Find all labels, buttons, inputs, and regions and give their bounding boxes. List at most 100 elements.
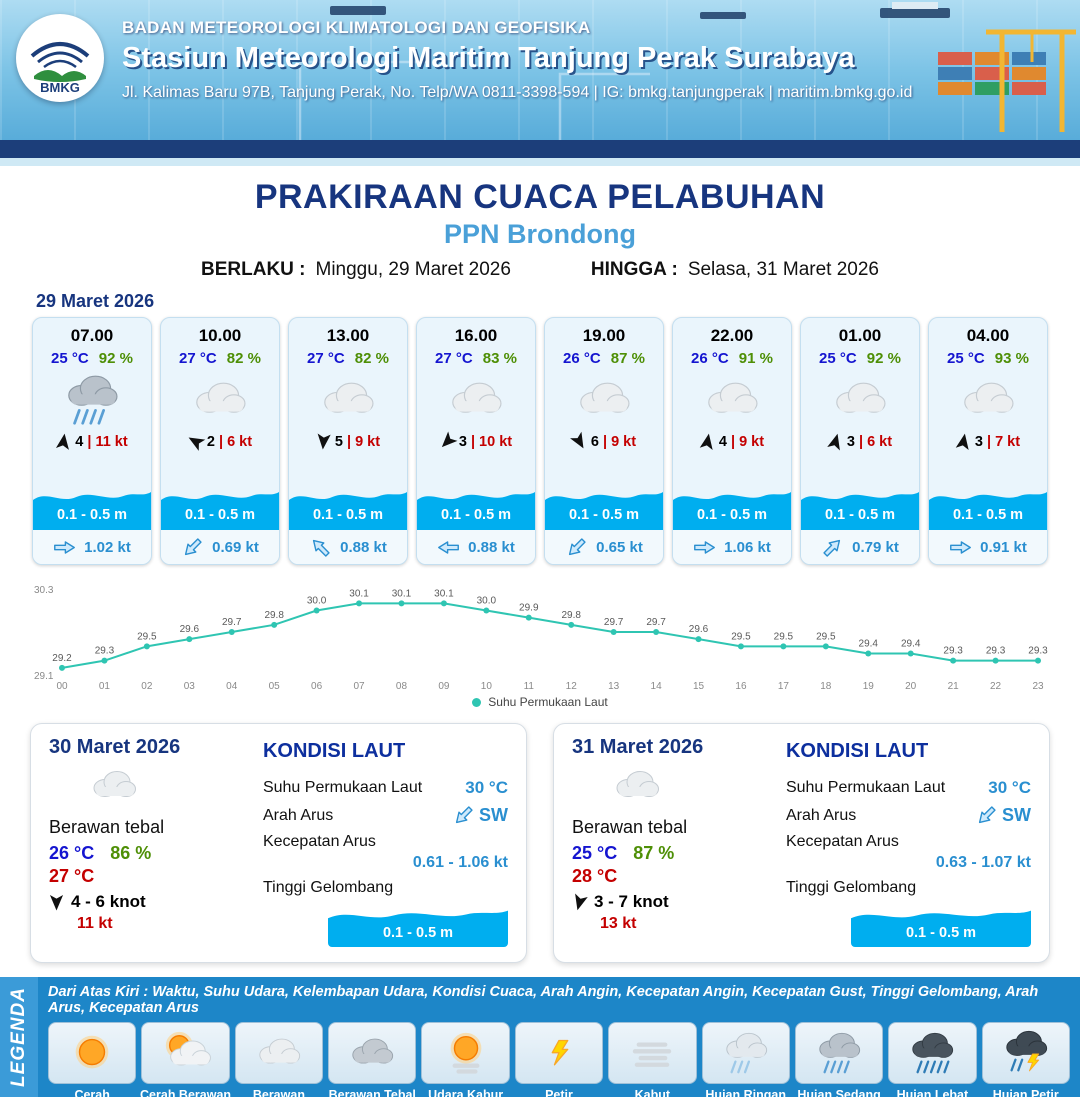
- temperature: 27 °C: [179, 350, 217, 367]
- weather-icon: [953, 369, 1023, 431]
- sun-cloud-icon: [141, 1022, 230, 1084]
- current-speed: 0.91 kt: [980, 538, 1027, 556]
- wind-separator: |: [987, 433, 992, 450]
- wind-direction-icon: [570, 892, 589, 912]
- legend-item-label: Hujan Petir: [992, 1088, 1059, 1102]
- wave-height-band: 0.1 - 0.5 m: [161, 484, 279, 530]
- svg-text:29.3: 29.3: [986, 646, 1006, 657]
- wind-range: 3 - 7 knot: [594, 892, 669, 911]
- svg-text:29.7: 29.7: [604, 617, 624, 628]
- humidity: 82 %: [226, 350, 261, 367]
- current-speed-value: 0.61 - 1.06 kt: [412, 854, 508, 871]
- current-row: 0.88 kt: [417, 530, 535, 564]
- wave-height-value: 0.1 - 0.5 m: [382, 925, 454, 941]
- wind-separator: |: [859, 433, 864, 450]
- legend-note: Dari Atas Kiri : Waktu, Suhu Udara, Kele…: [48, 984, 1039, 1016]
- wind-separator: |: [603, 433, 608, 450]
- bmkg-emblem-icon: BMKG: [30, 42, 90, 94]
- current-direction-label: Arah Arus: [262, 806, 334, 824]
- port-name: PPN Brondong: [444, 219, 636, 249]
- svg-text:01: 01: [99, 681, 111, 692]
- humidity: 86 %: [110, 843, 152, 863]
- berlaku-value: Minggu, 29 Maret 2026: [315, 259, 511, 280]
- wave-height-label: Tinggi Gelombang: [785, 879, 917, 896]
- weather-icon: [83, 761, 251, 813]
- fog-icon: [608, 1022, 697, 1084]
- wave-height-value: 0.1 - 0.5 m: [440, 507, 512, 523]
- wind-separator: |: [87, 433, 92, 450]
- svg-text:16: 16: [735, 681, 747, 692]
- time-label: 13.00: [326, 326, 370, 345]
- svg-text:29.3: 29.3: [1028, 646, 1048, 657]
- current-row: 1.06 kt: [673, 530, 791, 564]
- current-direction-icon: [307, 534, 334, 561]
- station-address: Jl. Kalimas Baru 97B, Tanjung Perak, No.…: [122, 84, 913, 101]
- header-bottom-band: [0, 140, 1080, 158]
- wind-separator: |: [219, 433, 224, 450]
- wind-separator: |: [731, 433, 736, 450]
- sst-chart-section: 30.3 29.1 29.2 00 29.3 01 29.5 02 29.6 03 29.7 04 29…: [28, 575, 1052, 709]
- svg-text:30.0: 30.0: [477, 596, 497, 607]
- wave-height-value: 0.1 - 0.5 m: [568, 507, 640, 523]
- wave-height-band: 0.1 - 0.5 m: [328, 903, 508, 947]
- svg-text:00: 00: [56, 681, 68, 692]
- wave-height-label: Tinggi Gelombang: [262, 879, 394, 896]
- wind-speed: 6 kt: [227, 433, 253, 450]
- wind-direction-icon: [55, 432, 72, 451]
- wind-direction-icon: [826, 431, 845, 451]
- svg-text:09: 09: [438, 681, 450, 692]
- wind-force: 4: [718, 433, 727, 450]
- humidity: 87 %: [633, 843, 675, 863]
- bmkg-logo: BMKG: [16, 14, 104, 102]
- humidity: 92 %: [98, 350, 133, 367]
- svg-text:29.8: 29.8: [264, 610, 284, 621]
- wave-height-band: 0.1 - 0.5 m: [33, 484, 151, 530]
- legend-item-label: Udara Kabur: [428, 1088, 504, 1102]
- header-text: BADAN METEOROLOGI KLIMATOLOGI DAN GEOFIS…: [122, 18, 912, 102]
- svg-text:29.5: 29.5: [774, 631, 794, 642]
- wind-speed: 9 kt: [611, 433, 637, 450]
- wave-height-band: 0.1 - 0.5 m: [673, 484, 791, 530]
- wave-height-band: 0.1 - 0.5 m: [801, 484, 919, 530]
- wind-force: 3: [846, 433, 855, 450]
- wind-speed: 6 kt: [867, 433, 893, 450]
- humidity: 92 %: [866, 350, 901, 367]
- svg-text:29.4: 29.4: [901, 639, 921, 650]
- temperature-min: 26 °C: [49, 843, 95, 863]
- wind-force: 6: [590, 433, 599, 450]
- wave-height-band: 0.1 - 0.5 m: [929, 484, 1047, 530]
- wave-height-value: 0.1 - 0.5 m: [905, 925, 977, 941]
- wind-force: 4: [75, 433, 84, 450]
- sea-conditions-column: KONDISI LAUT Suhu Permukaan Laut 30 °C A…: [786, 736, 1031, 950]
- svg-text:13: 13: [608, 681, 620, 692]
- sea-heading: KONDISI LAUT: [262, 740, 406, 762]
- current-row: 0.79 kt: [801, 530, 919, 564]
- bmkg-logo-text: BMKG: [40, 80, 80, 94]
- wind-speed: 9 kt: [739, 433, 765, 450]
- svg-text:06: 06: [311, 681, 323, 692]
- legend-item-cerah-berawan: Cerah Berawan: [140, 1022, 232, 1102]
- day-summary-row: 30 Maret 2026 Berawan tebal 26 °C 86 % 2…: [30, 723, 1050, 963]
- weather-icon: [441, 369, 511, 431]
- wave-height-value: 0.1 - 0.5 m: [56, 507, 128, 523]
- wave-height-value: 0.1 - 0.5 m: [312, 507, 384, 523]
- hingga-value: Selasa, 31 Maret 2026: [687, 259, 879, 280]
- humidity: 87 %: [610, 350, 645, 367]
- forecast-cards-row: 07.00 25 °C 92 % 4 | 11 kt 0.1 - 0.5 m 1.02 kt 1…: [32, 317, 1048, 565]
- wind-direction-icon: [315, 432, 331, 450]
- wind-force: 3: [974, 433, 983, 450]
- current-direction-icon: [973, 802, 1000, 829]
- day-title: 31 Maret 2026: [572, 736, 704, 758]
- svg-text:10: 10: [481, 681, 493, 692]
- temperature: 25 °C: [819, 350, 857, 367]
- current-row: 0.88 kt: [289, 530, 407, 564]
- legend-item-label: Cerah: [74, 1088, 110, 1102]
- svg-text:08: 08: [396, 681, 408, 692]
- forecast-card: 10.00 27 °C 82 % 2 | 6 kt 0.1 - 0.5 m 0.69 kt: [160, 317, 280, 565]
- station-name: Stasiun Meteorologi Maritim Tanjung Pera…: [122, 42, 855, 74]
- gust-speed: 11 kt: [77, 915, 113, 932]
- rain-medium-icon: [794, 1022, 884, 1084]
- current-row: 1.02 kt: [33, 530, 151, 564]
- hingga-label: HINGGA :: [590, 259, 678, 280]
- legend-item-label: Cerah Berawan: [140, 1088, 232, 1102]
